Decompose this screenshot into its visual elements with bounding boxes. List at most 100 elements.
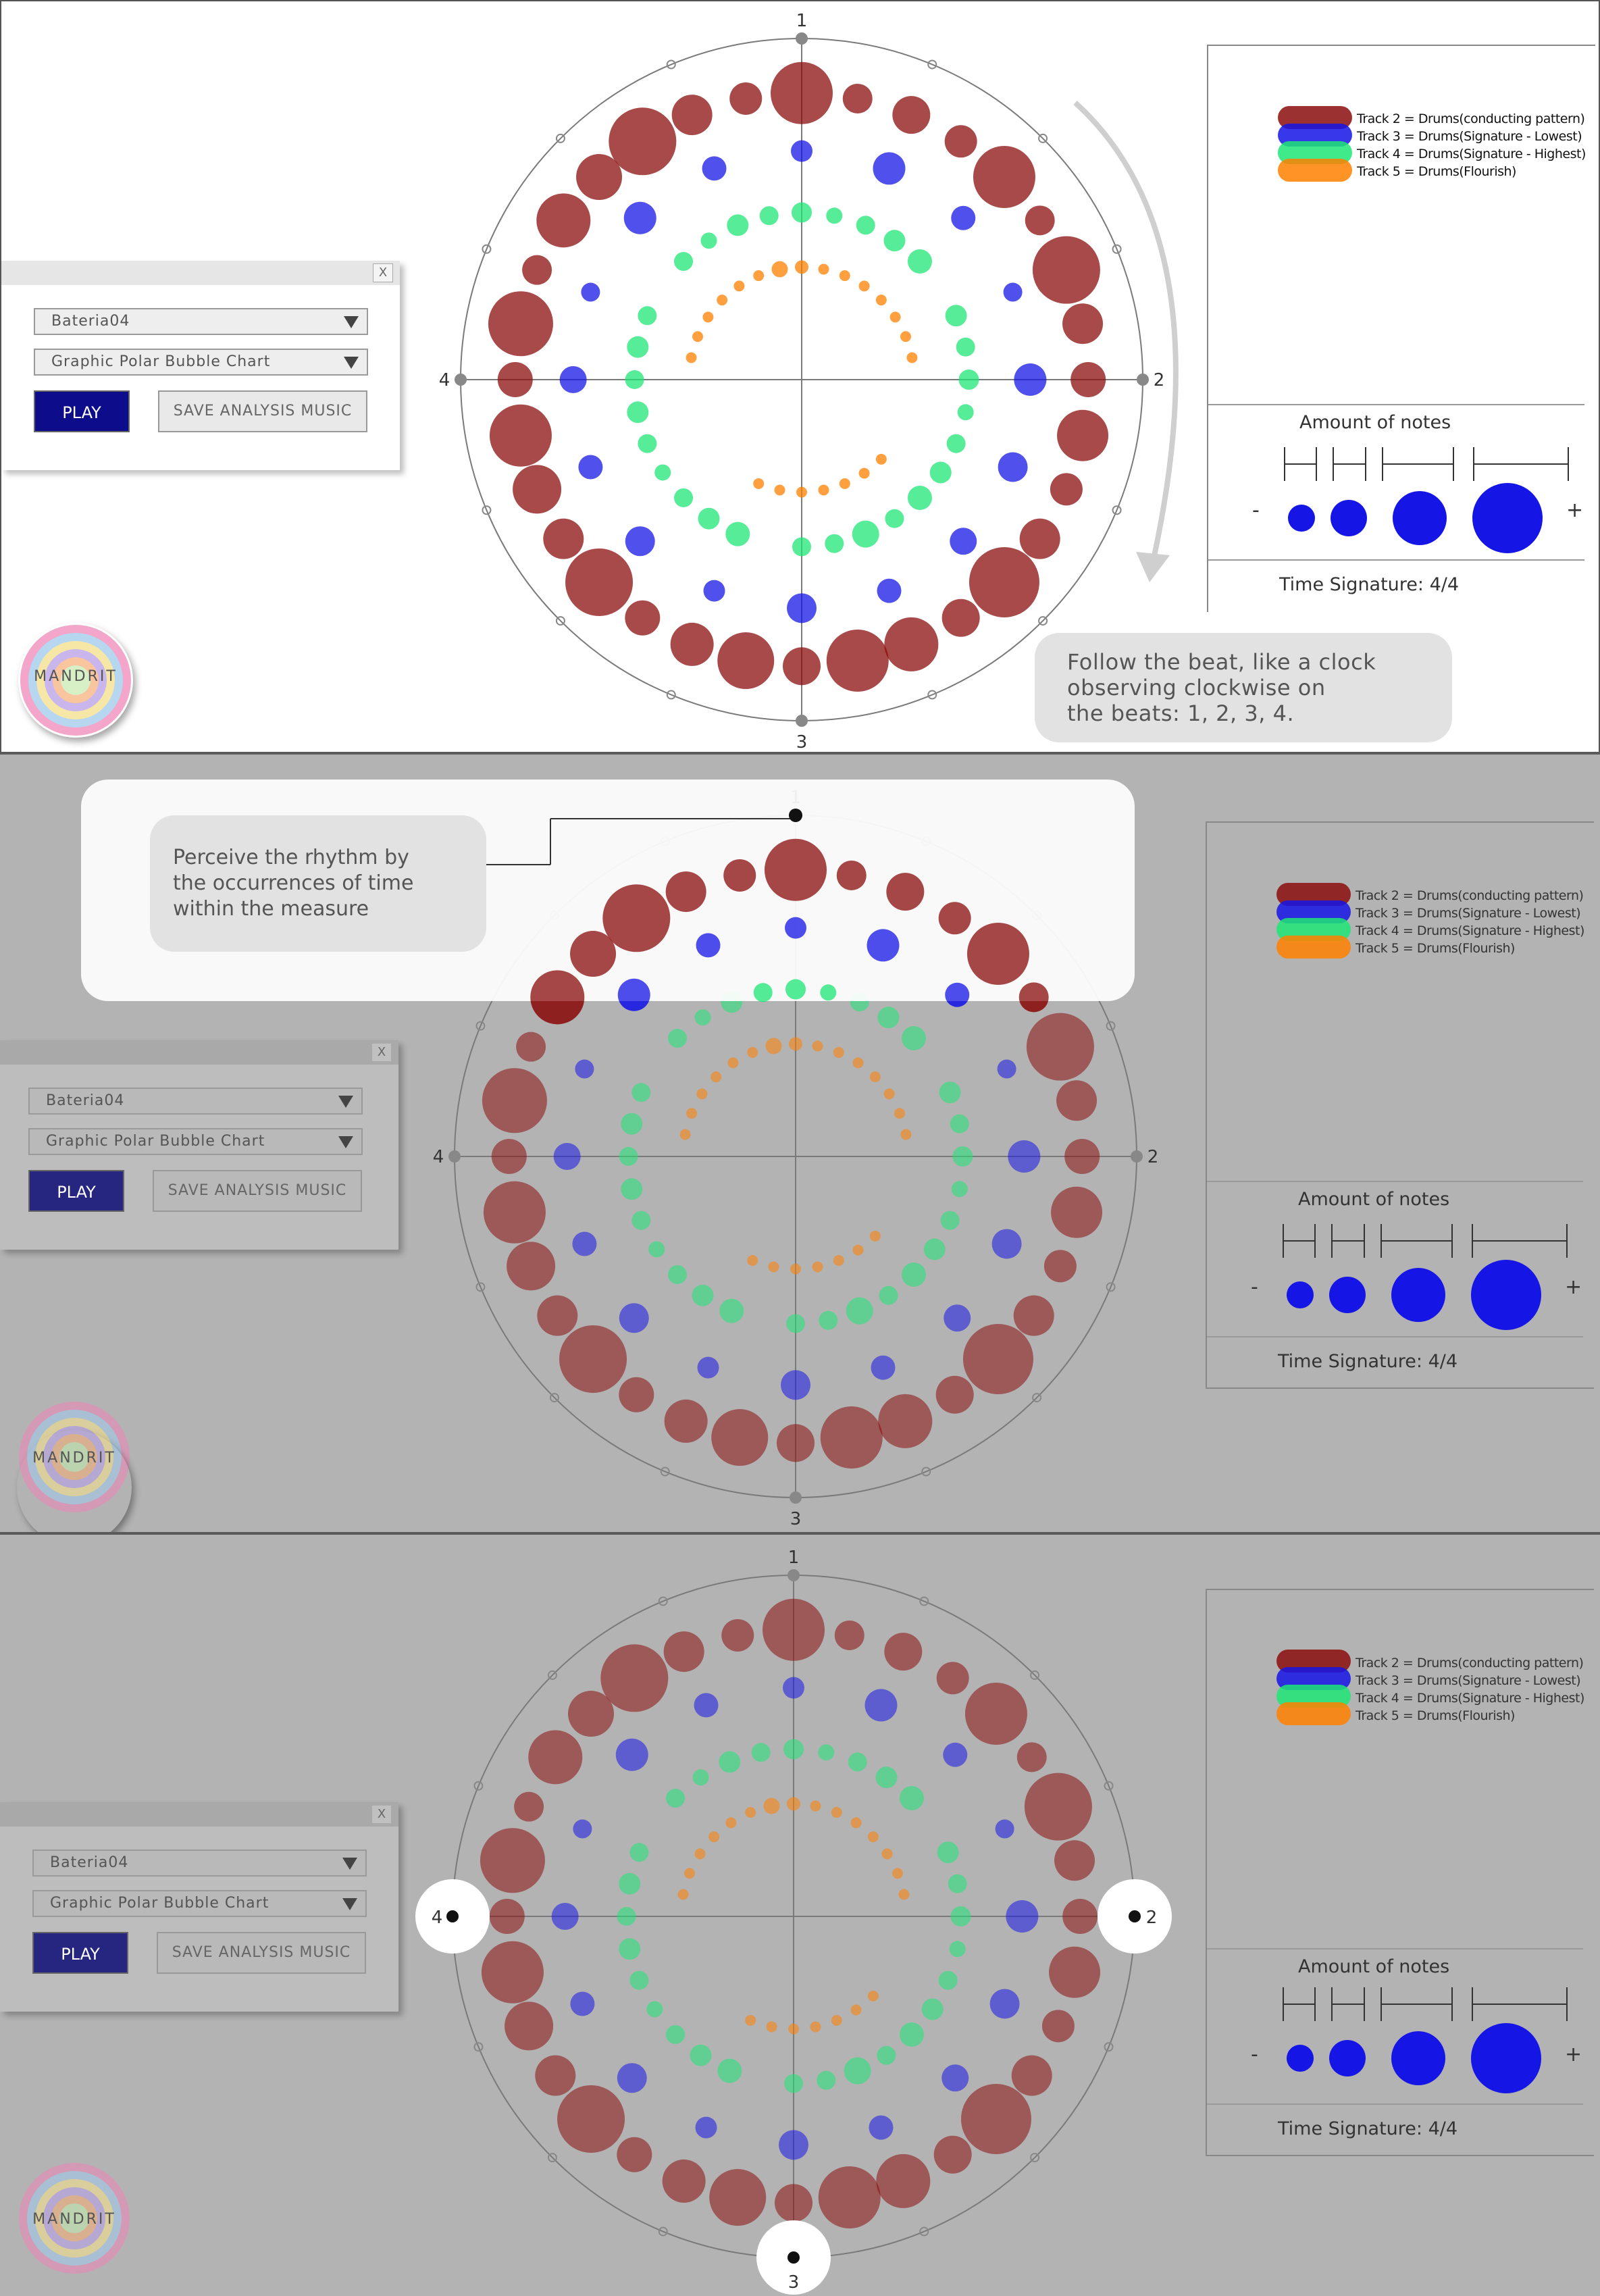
save-analysis-button[interactable]: SAVE ANALYSIS MUSIC — [157, 1932, 366, 1974]
polar-tick-marker — [547, 2153, 557, 2163]
bubble — [879, 1285, 898, 1305]
bubble — [774, 484, 785, 496]
bubble-highlight — [753, 983, 773, 1002]
chart-type-select[interactable]: Graphic Polar Bubble Chart — [28, 1128, 363, 1155]
bubble — [621, 1113, 643, 1135]
bubble — [482, 1068, 547, 1133]
bubble — [668, 1029, 688, 1048]
bubble — [690, 2044, 712, 2066]
bubble — [666, 2024, 686, 2044]
bubble — [1026, 1013, 1094, 1081]
beat-label-4: 4 — [433, 1147, 444, 1167]
polar-tick-marker — [1104, 1781, 1114, 1791]
bubble — [573, 1819, 592, 1839]
song-select[interactable]: Bateria04 — [34, 308, 368, 335]
beat-label-3: 3 — [796, 732, 808, 752]
polar-tick-marker — [1137, 374, 1149, 386]
bubble — [1025, 205, 1055, 236]
bubble — [858, 467, 870, 479]
bubble — [867, 1831, 879, 1843]
bubble — [783, 647, 821, 686]
bubble-highlight — [723, 859, 756, 892]
bubble — [946, 434, 966, 453]
bubble — [684, 1868, 696, 1879]
bubble — [771, 261, 788, 278]
rhythm-callout-line: within the measure — [173, 897, 369, 921]
legend-swatch — [1276, 883, 1351, 906]
bubble — [648, 1241, 665, 1258]
bubble — [668, 1265, 688, 1284]
beat-label-highlight-2: 2 — [1146, 1908, 1158, 1928]
bubble — [820, 1406, 883, 1469]
amount-of-notes-title: Amount of notes — [1298, 1956, 1450, 1977]
legend-swatch — [1278, 124, 1352, 147]
polar-tick-marker — [919, 1596, 929, 1606]
control-window-titlebar[interactable]: X — [1, 261, 400, 285]
bubble — [883, 1088, 895, 1100]
series-2 — [480, 1598, 1101, 2229]
size-legend-bubble-medium — [1391, 2031, 1445, 2085]
play-button[interactable]: PLAY — [32, 1932, 128, 1974]
polar-tick-marker — [1032, 1393, 1042, 1403]
bubble — [884, 1633, 923, 1671]
legend-divider — [1208, 404, 1584, 405]
control-window-titlebar[interactable]: X — [0, 1040, 398, 1065]
bubble — [1057, 409, 1109, 461]
close-button[interactable]: X — [371, 1805, 392, 1824]
bubble — [844, 2057, 871, 2085]
bubble — [875, 453, 887, 465]
dropdown-arrow-icon — [342, 1898, 357, 1910]
bubble-highlight — [765, 838, 827, 901]
bubble — [654, 464, 671, 481]
bubble — [939, 1081, 961, 1104]
bubble — [810, 2021, 821, 2033]
close-button[interactable]: X — [373, 263, 393, 282]
save-analysis-button[interactable]: SAVE ANALYSIS MUSIC — [153, 1170, 362, 1212]
beat-label-4: 4 — [439, 370, 450, 390]
bubble — [826, 630, 889, 692]
bubble — [842, 83, 873, 113]
bubble — [856, 215, 875, 235]
bubble — [944, 125, 977, 158]
bubble — [839, 270, 850, 282]
bubble-highlight — [938, 902, 971, 935]
bubble — [852, 1244, 864, 1256]
bubble — [623, 201, 656, 234]
play-button[interactable]: PLAY — [28, 1170, 124, 1212]
legend-swatch — [1276, 918, 1351, 941]
series-4 — [625, 202, 979, 557]
bubble — [938, 1970, 958, 1990]
bubble — [629, 1970, 649, 1990]
chart-type-select[interactable]: Graphic Polar Bubble Chart — [32, 1890, 367, 1917]
logo-rings-icon — [20, 625, 131, 736]
bubble — [674, 488, 694, 507]
logo-text: MANDRIT — [32, 2211, 116, 2228]
bubble — [950, 1114, 969, 1133]
save-analysis-button[interactable]: SAVE ANALYSIS MUSIC — [158, 390, 367, 432]
control-window-titlebar[interactable]: X — [0, 1802, 398, 1827]
bubble — [703, 580, 725, 602]
bubble-highlight — [966, 923, 1029, 986]
play-button[interactable]: PLAY — [34, 390, 130, 432]
bubble — [694, 1693, 719, 1718]
bubble — [674, 252, 694, 272]
song-select[interactable]: Bateria04 — [32, 1849, 367, 1877]
logo-ring — [59, 2203, 89, 2233]
bubble — [700, 232, 717, 249]
polar-tick-marker — [1038, 133, 1048, 143]
beat-callout: Follow the beat, like a clock observing … — [1035, 633, 1452, 742]
song-select[interactable]: Bateria04 — [28, 1088, 363, 1115]
legend-panel: Track 2 = Drums(conducting pattern) Trac… — [1206, 1589, 1594, 2156]
bubble — [763, 1797, 780, 1814]
bubble — [818, 263, 829, 275]
bubble — [819, 1310, 838, 1330]
bubble — [962, 1323, 1033, 1394]
chart-type-select[interactable]: Graphic Polar Bubble Chart — [34, 349, 368, 376]
beat-callout-line: the beats: 1, 2, 3, 4. — [1067, 700, 1295, 726]
close-button[interactable]: X — [371, 1043, 392, 1062]
bubble — [721, 1618, 754, 1652]
bubble — [717, 2058, 742, 2083]
bubble — [894, 1108, 905, 1119]
amount-of-notes-title: Amount of notes — [1298, 1189, 1450, 1210]
bubble — [991, 1229, 1022, 1259]
